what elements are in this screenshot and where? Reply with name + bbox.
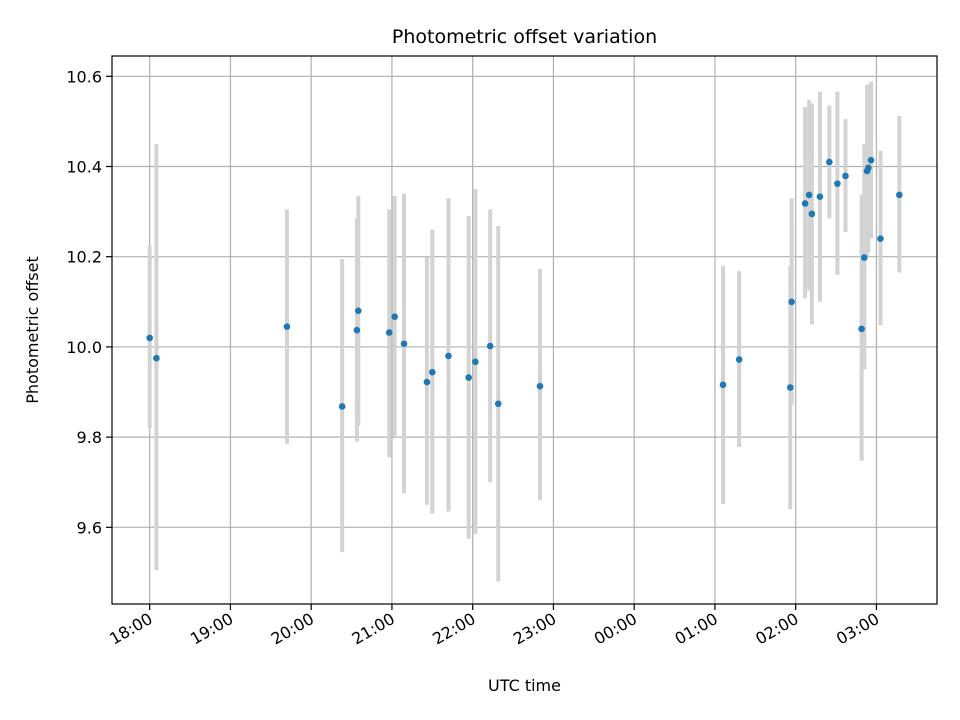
data-point	[385, 329, 393, 336]
data-point	[858, 325, 865, 333]
data-point	[338, 403, 346, 410]
data-point	[861, 254, 868, 261]
y-tick-label: 9.8	[77, 428, 102, 447]
x-axis-label: UTC time	[488, 676, 561, 695]
data-point	[486, 342, 494, 350]
data-point	[354, 307, 362, 315]
data-point	[808, 210, 816, 218]
plot-frame	[111, 55, 938, 605]
y-axis: 9.6 9.8 10.0 10.2 10.4 10.6	[66, 67, 112, 537]
data-point	[353, 326, 361, 334]
data-point	[896, 191, 903, 199]
data-point	[816, 193, 824, 201]
data-point	[146, 334, 153, 342]
data-point	[834, 180, 841, 187]
y-tick-label: 10.4	[66, 158, 102, 177]
y-tick-label: 10.2	[66, 248, 102, 267]
gridlines	[112, 56, 937, 604]
data-point	[735, 356, 743, 363]
data-point	[877, 235, 884, 242]
data-point	[494, 400, 502, 408]
data-point	[788, 298, 795, 306]
y-tick-label: 10.0	[66, 338, 102, 357]
y-tick-label: 9.6	[77, 518, 102, 537]
chart-title: Photometric offset variation	[392, 26, 657, 48]
y-tick-label: 10.6	[66, 67, 102, 86]
data-point	[283, 323, 291, 330]
data-point	[400, 340, 408, 348]
data-point	[826, 158, 833, 166]
data-point	[153, 354, 160, 362]
data-point	[445, 352, 452, 360]
data-point	[465, 374, 472, 381]
data-point	[536, 382, 544, 390]
data-point	[801, 200, 809, 207]
y-axis-label: Photometric offset	[23, 256, 42, 404]
data-points	[146, 156, 903, 410]
data-point	[842, 172, 849, 180]
data-point	[429, 368, 436, 376]
data-point	[867, 156, 875, 164]
data-point	[423, 378, 431, 386]
data-point	[865, 164, 872, 172]
data-point	[787, 384, 794, 391]
data-point	[805, 191, 813, 199]
data-point	[472, 358, 479, 366]
data-point	[391, 313, 398, 320]
data-point	[719, 381, 727, 389]
